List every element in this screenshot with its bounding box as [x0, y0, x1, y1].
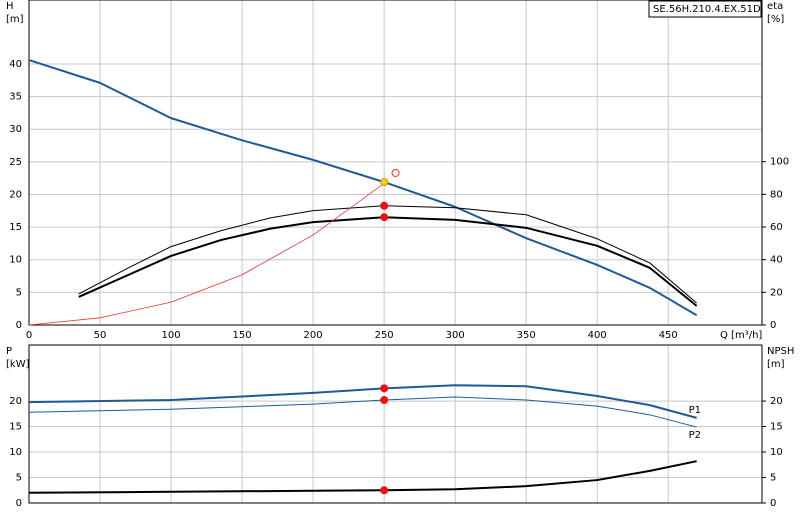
- label-box: [648, 0, 762, 18]
- series-label: P1: [689, 405, 701, 416]
- x-tick-label: 150: [233, 330, 252, 341]
- curve: [28, 59, 698, 317]
- y-axis-label: [kW]: [6, 359, 30, 370]
- point-marker: [380, 396, 389, 405]
- y-tick-label: 10: [9, 447, 22, 458]
- y2-tick-label: 40: [770, 255, 783, 266]
- y-tick-label: 0: [16, 498, 22, 509]
- y-tick-label: 25: [9, 157, 22, 168]
- x-tick-label: 100: [162, 330, 181, 341]
- x-tick-label: 200: [304, 330, 323, 341]
- y2-axis-label: NPSH: [767, 346, 794, 357]
- point-marker: [380, 213, 389, 222]
- curve: [28, 183, 385, 326]
- y2-tick-label: 0: [770, 498, 776, 509]
- y-axis-label: [m]: [6, 14, 24, 25]
- point-marker: [391, 168, 400, 177]
- point-marker: [380, 201, 389, 210]
- y-tick-label: 35: [9, 92, 22, 103]
- curve: [28, 460, 697, 494]
- y2-tick-label: 5: [770, 473, 776, 484]
- curve: [28, 396, 697, 428]
- y2-tick-label: 20: [770, 396, 783, 407]
- y-tick-label: 15: [9, 422, 22, 433]
- y2-axis-label: eta: [767, 1, 783, 12]
- curve: [78, 205, 697, 304]
- x-axis-label: Q [m³/h]: [720, 330, 762, 341]
- x-tick-label: 400: [588, 330, 607, 341]
- curve-id-label: SE.56H.210.4.EX.51D.: [653, 4, 764, 15]
- y-tick-label: 20: [9, 396, 22, 407]
- x-tick-label: 250: [375, 330, 394, 341]
- y2-axis-label: [%]: [767, 14, 784, 25]
- series-label: P2: [689, 430, 701, 441]
- y2-tick-label: 0: [770, 320, 776, 331]
- x-tick-label: 0: [26, 330, 32, 341]
- y2-tick-label: 100: [770, 157, 789, 168]
- y2-tick-label: 15: [770, 422, 783, 433]
- plot-frame: [28, 344, 763, 504]
- y2-tick-label: 60: [770, 222, 783, 233]
- y2-tick-label: 80: [770, 189, 783, 200]
- curve: [28, 384, 697, 419]
- curve: [78, 216, 698, 307]
- y-tick-label: 5: [16, 473, 22, 484]
- y-axis-label: P: [6, 346, 12, 357]
- point-marker: [380, 486, 389, 495]
- y-tick-label: 20: [9, 189, 22, 200]
- point-marker: [380, 178, 389, 187]
- y-axis-label: H: [6, 1, 14, 12]
- x-tick-label: 50: [94, 330, 107, 341]
- y-tick-label: 5: [16, 287, 22, 298]
- y2-tick-label: 10: [770, 447, 783, 458]
- y2-tick-label: 20: [770, 287, 783, 298]
- x-tick-label: 300: [446, 330, 465, 341]
- y-tick-label: 30: [9, 124, 22, 135]
- y-tick-label: 10: [9, 255, 22, 266]
- x-tick-label: 350: [517, 330, 536, 341]
- y-tick-label: 15: [9, 222, 22, 233]
- y2-axis-label: [m]: [767, 359, 785, 370]
- x-tick-label: 450: [659, 330, 678, 341]
- y-tick-label: 40: [9, 59, 22, 70]
- plot-frame: [28, 0, 763, 326]
- point-marker: [380, 384, 389, 393]
- y-tick-label: 0: [16, 320, 22, 331]
